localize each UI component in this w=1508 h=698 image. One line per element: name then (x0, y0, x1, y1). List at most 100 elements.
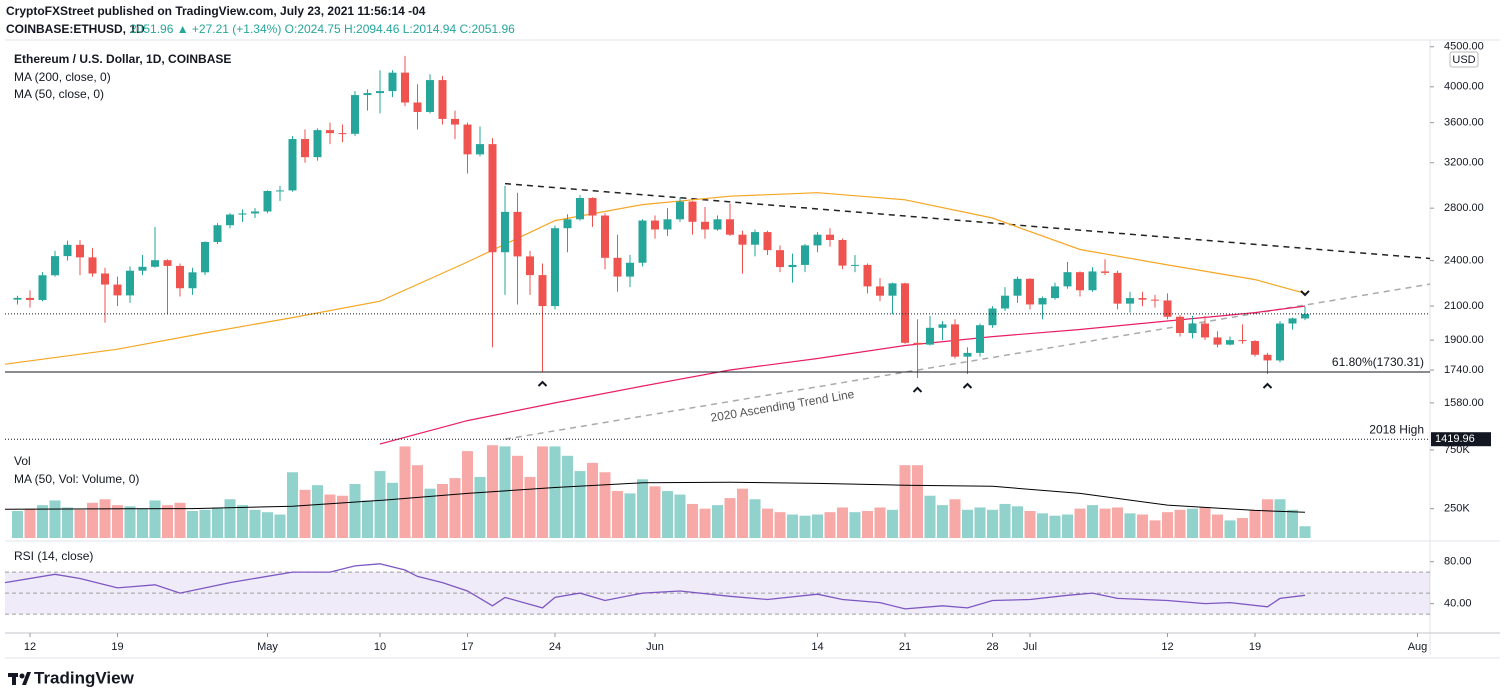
y-tick-label: 3200.00 (1444, 157, 1484, 169)
volume-bar (712, 505, 723, 538)
candle-body (1176, 316, 1184, 334)
candle-body (1276, 323, 1284, 361)
symbol: COINBASE:ETHUSD, 1D (6, 22, 145, 36)
candle-body (1226, 340, 1234, 345)
overlay: 4500.00 4000.00 3600.00 3200.00 2800.00 2400.… (4, 41, 1491, 653)
candle-body (688, 201, 697, 222)
volume-bar (899, 465, 911, 538)
candle-body (238, 213, 247, 215)
y-tick-label: 2800.00 (1444, 202, 1484, 214)
candle-body (913, 342, 922, 345)
marker (962, 382, 973, 389)
candle-body (363, 93, 372, 96)
y-tick-label: 250K (1444, 503, 1470, 515)
volume-bar (1237, 518, 1248, 538)
volume-bar (949, 499, 961, 538)
volume-bar (874, 507, 886, 538)
trend-line (504, 182, 1430, 260)
volume-bar (662, 491, 673, 538)
candle-body (13, 297, 22, 300)
candle-body (263, 190, 272, 212)
x-tick-label: 19 (111, 641, 123, 653)
candle-body (413, 102, 422, 112)
volume-bar (312, 485, 323, 538)
volume-bar (1274, 499, 1286, 538)
candle-body (951, 324, 959, 357)
volume-bar (962, 509, 973, 538)
volume-bar (262, 512, 273, 538)
volume-bar (449, 478, 461, 538)
candle-body (1101, 271, 1109, 273)
candle-body (288, 139, 297, 191)
candle-body (788, 264, 797, 268)
candle-body (1051, 286, 1059, 299)
candle-body (51, 256, 59, 276)
candle-body (763, 232, 772, 251)
candle-body (188, 272, 197, 289)
volume-bar (537, 446, 548, 538)
volume-bar (374, 471, 386, 538)
candle-body (226, 214, 234, 226)
volume-bar (599, 472, 611, 538)
candle-body (313, 130, 322, 158)
candle-body (901, 283, 909, 343)
volume-bar (349, 483, 361, 538)
volume-bar (824, 512, 836, 538)
candle-body (463, 124, 472, 155)
quote: 2051.96 ▲ +27.21 (+1.34%) O:2024.75 H:20… (130, 22, 515, 36)
marker (1262, 382, 1273, 389)
volume-bar (862, 510, 873, 538)
candle-body (876, 286, 884, 296)
volume-bar (562, 455, 573, 538)
x-tick-label: 28 (986, 641, 998, 653)
volume-bar (924, 495, 936, 538)
x-tick-label: 10 (374, 641, 386, 653)
volume-bar (87, 502, 98, 538)
logo-shape (19, 673, 25, 679)
candle-body (1213, 337, 1222, 345)
candle-body (1151, 299, 1159, 301)
candle-body (651, 220, 659, 230)
x-tick-label: 19 (1249, 641, 1261, 653)
candle-body (676, 201, 684, 220)
volume-bar (474, 476, 486, 538)
volume-bar (812, 514, 823, 538)
rsi-band (5, 572, 1430, 615)
candle-body (376, 91, 384, 94)
volume-bar (362, 500, 373, 538)
volume-bar (699, 508, 711, 538)
volume-bar (1199, 507, 1211, 538)
candle-body (451, 118, 459, 125)
x-tick-label: Jul (1023, 641, 1037, 653)
candle-body (601, 215, 609, 258)
candle-body (1026, 278, 1034, 305)
candle-body (338, 133, 347, 135)
candle-body (301, 139, 309, 158)
pane-title: Vol (14, 454, 31, 468)
candle-body (1288, 318, 1297, 324)
volume-bar (212, 507, 223, 538)
legend-entry: MA (50, Vol: Volume, 0) (14, 472, 139, 486)
volume-bar (912, 465, 923, 538)
x-tick-label: 12 (24, 641, 36, 653)
volume-bar (1137, 514, 1148, 538)
candle-body (476, 144, 484, 155)
candle-body (1001, 295, 1009, 309)
y-tick-label: 2100.00 (1444, 300, 1484, 312)
volume-bar (1037, 513, 1048, 538)
moving-average (5, 192, 1306, 365)
candle-body (101, 273, 109, 285)
volume-bar (249, 509, 261, 538)
candle-body (138, 266, 147, 271)
volume-bar (1174, 509, 1186, 538)
volume-bar (149, 500, 161, 538)
pane-title: RSI (14, close) (14, 549, 93, 563)
rsi-line (4, 563, 1306, 610)
unit-label: USD (1452, 54, 1475, 66)
volume-bar (174, 502, 186, 538)
unit-box (1449, 51, 1479, 68)
candle-body (638, 220, 647, 263)
volume-bar (399, 446, 411, 538)
line-label: 2018 High (1369, 422, 1424, 436)
